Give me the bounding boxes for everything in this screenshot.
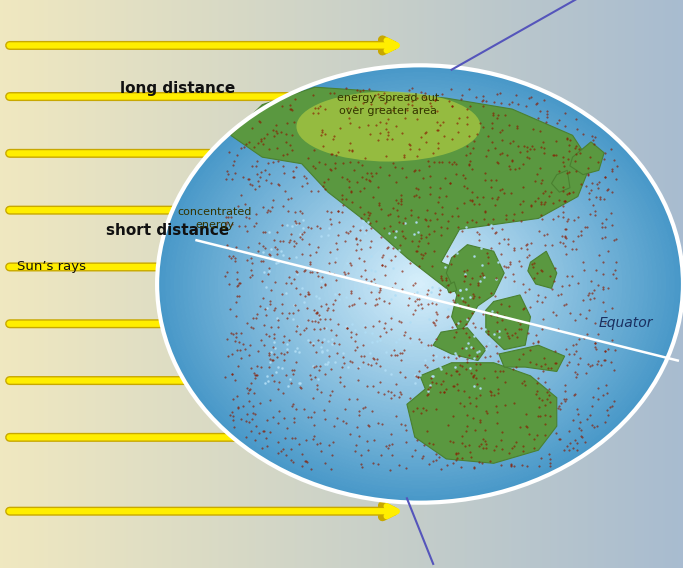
- Ellipse shape: [161, 69, 679, 499]
- Ellipse shape: [324, 204, 516, 364]
- Ellipse shape: [389, 258, 451, 310]
- Ellipse shape: [407, 273, 433, 295]
- Ellipse shape: [280, 168, 560, 400]
- Ellipse shape: [188, 91, 652, 477]
- Ellipse shape: [319, 200, 521, 368]
- Ellipse shape: [337, 215, 503, 353]
- Polygon shape: [447, 282, 457, 293]
- Ellipse shape: [284, 171, 556, 397]
- Text: energy spread out
over greater area: energy spread out over greater area: [337, 93, 440, 116]
- Ellipse shape: [306, 189, 534, 379]
- Ellipse shape: [223, 120, 617, 448]
- Polygon shape: [499, 345, 565, 371]
- Ellipse shape: [197, 98, 643, 470]
- Ellipse shape: [271, 160, 569, 408]
- Ellipse shape: [206, 106, 635, 462]
- Ellipse shape: [232, 127, 609, 441]
- Ellipse shape: [346, 222, 494, 346]
- Ellipse shape: [253, 145, 587, 423]
- Polygon shape: [447, 245, 504, 332]
- Ellipse shape: [372, 244, 469, 324]
- Ellipse shape: [258, 149, 582, 419]
- Ellipse shape: [359, 233, 482, 335]
- Polygon shape: [486, 295, 531, 349]
- Ellipse shape: [227, 124, 613, 444]
- Polygon shape: [433, 328, 486, 361]
- Ellipse shape: [342, 219, 499, 349]
- Ellipse shape: [296, 91, 481, 161]
- Ellipse shape: [416, 281, 424, 287]
- Ellipse shape: [398, 266, 442, 302]
- Ellipse shape: [393, 262, 447, 306]
- Ellipse shape: [179, 83, 661, 485]
- Text: concentrated
energy: concentrated energy: [178, 207, 252, 230]
- Ellipse shape: [380, 251, 460, 317]
- Ellipse shape: [363, 237, 477, 331]
- Ellipse shape: [328, 207, 512, 361]
- Ellipse shape: [288, 174, 552, 393]
- Ellipse shape: [240, 135, 600, 433]
- Ellipse shape: [249, 142, 591, 426]
- Ellipse shape: [166, 73, 674, 495]
- Ellipse shape: [192, 94, 648, 474]
- Ellipse shape: [311, 193, 529, 375]
- Ellipse shape: [385, 255, 455, 313]
- Ellipse shape: [170, 76, 670, 492]
- Ellipse shape: [219, 116, 622, 452]
- Ellipse shape: [297, 182, 543, 386]
- Text: Sun’s rays: Sun’s rays: [17, 261, 86, 273]
- Ellipse shape: [411, 277, 429, 291]
- Ellipse shape: [350, 225, 490, 343]
- Ellipse shape: [402, 269, 438, 299]
- Ellipse shape: [266, 156, 574, 412]
- Text: long distance: long distance: [120, 81, 235, 95]
- Ellipse shape: [333, 211, 507, 357]
- Ellipse shape: [214, 112, 626, 456]
- Ellipse shape: [275, 164, 565, 404]
- Polygon shape: [552, 170, 570, 192]
- Ellipse shape: [201, 102, 639, 466]
- Ellipse shape: [183, 87, 657, 481]
- Polygon shape: [570, 142, 604, 175]
- Polygon shape: [528, 251, 557, 289]
- Ellipse shape: [302, 186, 538, 382]
- Ellipse shape: [236, 131, 604, 437]
- Ellipse shape: [210, 109, 630, 459]
- Ellipse shape: [354, 229, 486, 339]
- Text: Equator: Equator: [599, 316, 654, 331]
- Ellipse shape: [367, 240, 473, 328]
- Ellipse shape: [315, 197, 525, 371]
- Ellipse shape: [245, 138, 596, 430]
- Ellipse shape: [376, 248, 464, 320]
- Polygon shape: [231, 87, 591, 289]
- Polygon shape: [407, 363, 557, 463]
- Ellipse shape: [157, 65, 683, 503]
- Ellipse shape: [175, 80, 665, 488]
- Text: short distance: short distance: [106, 223, 229, 237]
- Ellipse shape: [262, 153, 578, 415]
- Ellipse shape: [293, 178, 547, 390]
